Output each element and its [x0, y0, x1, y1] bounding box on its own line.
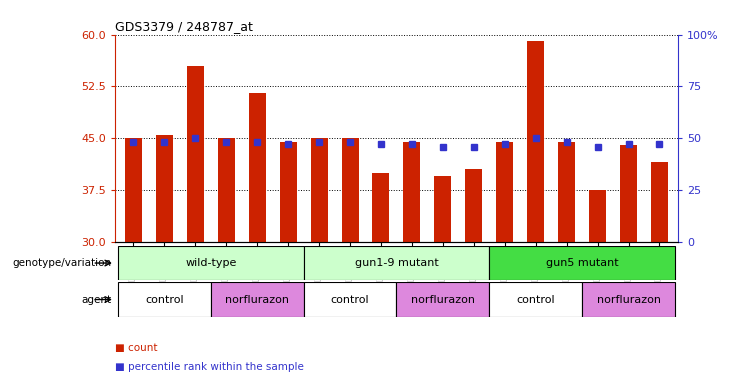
Bar	[373, 173, 390, 242]
Text: control: control	[145, 295, 184, 305]
Bar	[489, 282, 582, 317]
Bar	[489, 246, 675, 280]
Text: gun5 mutant: gun5 mutant	[546, 258, 619, 268]
Bar	[651, 162, 668, 242]
Bar	[465, 169, 482, 242]
Bar	[589, 190, 606, 242]
Text: norflurazon: norflurazon	[597, 295, 660, 305]
Bar	[434, 176, 451, 242]
Bar	[527, 41, 544, 242]
Text: control: control	[330, 295, 369, 305]
Text: control: control	[516, 295, 555, 305]
Text: norflurazon: norflurazon	[411, 295, 475, 305]
Bar	[342, 138, 359, 242]
Bar	[304, 246, 489, 280]
Bar	[279, 142, 296, 242]
Text: genotype/variation: genotype/variation	[12, 258, 111, 268]
Bar	[396, 282, 489, 317]
Bar	[304, 282, 396, 317]
Bar	[496, 142, 514, 242]
Bar	[310, 138, 328, 242]
Bar	[249, 93, 266, 242]
Text: ■ count: ■ count	[115, 343, 157, 353]
Bar	[118, 246, 304, 280]
Text: agent: agent	[81, 295, 111, 305]
Bar	[582, 282, 675, 317]
Text: gun1-9 mutant: gun1-9 mutant	[354, 258, 439, 268]
Text: wild-type: wild-type	[185, 258, 236, 268]
Bar	[187, 66, 204, 242]
Bar	[218, 138, 235, 242]
Text: norflurazon: norflurazon	[225, 295, 289, 305]
Bar	[558, 142, 575, 242]
Bar	[210, 282, 304, 317]
Text: GDS3379 / 248787_at: GDS3379 / 248787_at	[115, 20, 253, 33]
Bar	[403, 142, 420, 242]
Bar	[156, 135, 173, 242]
Bar	[620, 145, 637, 242]
Bar	[118, 282, 210, 317]
Text: ■ percentile rank within the sample: ■ percentile rank within the sample	[115, 362, 304, 372]
Bar	[125, 138, 142, 242]
